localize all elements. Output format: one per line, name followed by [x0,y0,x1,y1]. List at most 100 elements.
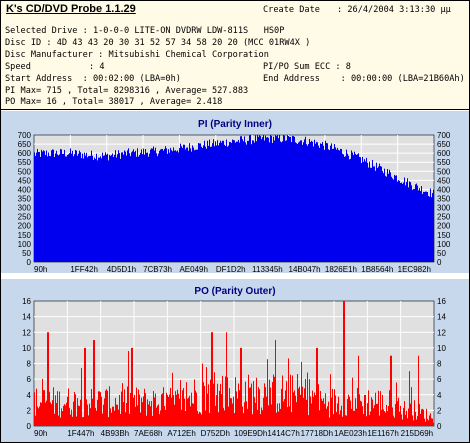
po-bar [183,388,184,426]
po-bar [124,389,125,426]
pi-bar [186,147,187,262]
pi-bar [372,159,373,262]
pi-bar [216,145,217,262]
po-bar [80,399,81,426]
pi-bar [235,142,236,262]
po-bar [248,374,249,426]
pi-ytick-right: 700 [437,131,451,140]
pi-bar [416,183,417,262]
po-bar [410,403,411,426]
po-bar [189,395,190,426]
po-bar [354,410,355,426]
pi-bar [187,147,188,262]
po-bar [232,403,233,426]
pi-bar [115,150,116,262]
pi-bar [411,185,412,262]
pi-bar [206,148,207,262]
po-bar [331,397,332,426]
po-xtick: A712Eh [167,429,195,438]
po-bar [50,402,51,426]
pi-bar [98,157,99,262]
po-bar [114,410,115,426]
pi-bar [52,149,53,262]
po-bar [97,399,98,426]
pi-bar [39,152,40,262]
po-bar [263,397,264,426]
pi-bar [165,146,166,262]
po-bar [319,410,320,426]
po-bar [104,398,105,426]
pi-bar [35,155,36,262]
po-bar [322,400,323,426]
pi-bar [112,153,113,262]
po-bar [179,398,180,426]
pi-bar [427,192,428,262]
pi-bar [363,161,364,262]
po-bar [414,400,415,426]
pi-bar [329,150,330,262]
pi-bar [204,140,205,262]
pi-bar [219,142,220,262]
pi-bar [72,150,73,262]
po-bar [68,388,69,426]
pi-bar [102,152,103,262]
pi-bar [255,135,256,262]
po-bar [274,376,275,426]
pi-bar [106,154,107,262]
po-bar [88,415,89,426]
po-bar [35,415,36,426]
pi-bar [391,176,392,262]
po-bar [349,396,350,426]
pi-bar [121,152,122,262]
pipo-sum-ecc: PI/PO Sum ECC : 8 [263,62,351,72]
po-bar [106,389,107,426]
po-bar [226,332,227,426]
po-bar [201,414,202,426]
pi-bar [166,148,167,262]
po-bar [112,406,113,426]
po-bar [203,382,204,426]
pi-bar [433,189,434,262]
pi-bar [83,158,84,262]
po-ytick-left: 4 [27,391,32,400]
pi-bar [302,144,303,262]
po-bar [130,392,131,426]
pi-bar [164,148,165,262]
po-bar [392,407,393,426]
po-bar [66,402,67,426]
pi-bar [120,158,121,262]
po-bar [103,404,104,426]
pi-bar [381,166,382,262]
pi-bar [263,135,264,262]
po-bar [335,395,336,426]
po-bar [151,401,152,426]
pi-bar [64,149,65,262]
pi-bar [168,149,169,262]
po-bar [258,387,259,426]
pi-bar [345,156,346,262]
pi-bar [128,148,129,262]
pi-bar [214,146,215,262]
po-bar [149,401,150,426]
pi-bar [70,148,71,262]
po-bar [41,402,42,426]
po-bar [221,394,222,426]
po-bar [160,410,161,426]
pi-bar [89,156,90,262]
po-bar [342,416,343,426]
po-bar [209,413,210,426]
po-stats: PO Max= 16 , Total= 38017 , Average= 2.4… [5,97,223,107]
start-address: Start Address : 00:02:00 (LBA=0h) [5,74,181,84]
po-bar [202,363,203,426]
pi-bar [74,154,75,262]
po-bar [397,401,398,426]
po-bar [312,390,313,426]
pi-bar [270,135,271,262]
po-bar [338,396,339,426]
po-bar [339,414,340,426]
po-bar [233,396,234,426]
po-bar [366,416,367,426]
pi-bar [424,191,425,262]
po-bar [323,398,324,426]
po-ytick-right: 10 [437,344,446,353]
